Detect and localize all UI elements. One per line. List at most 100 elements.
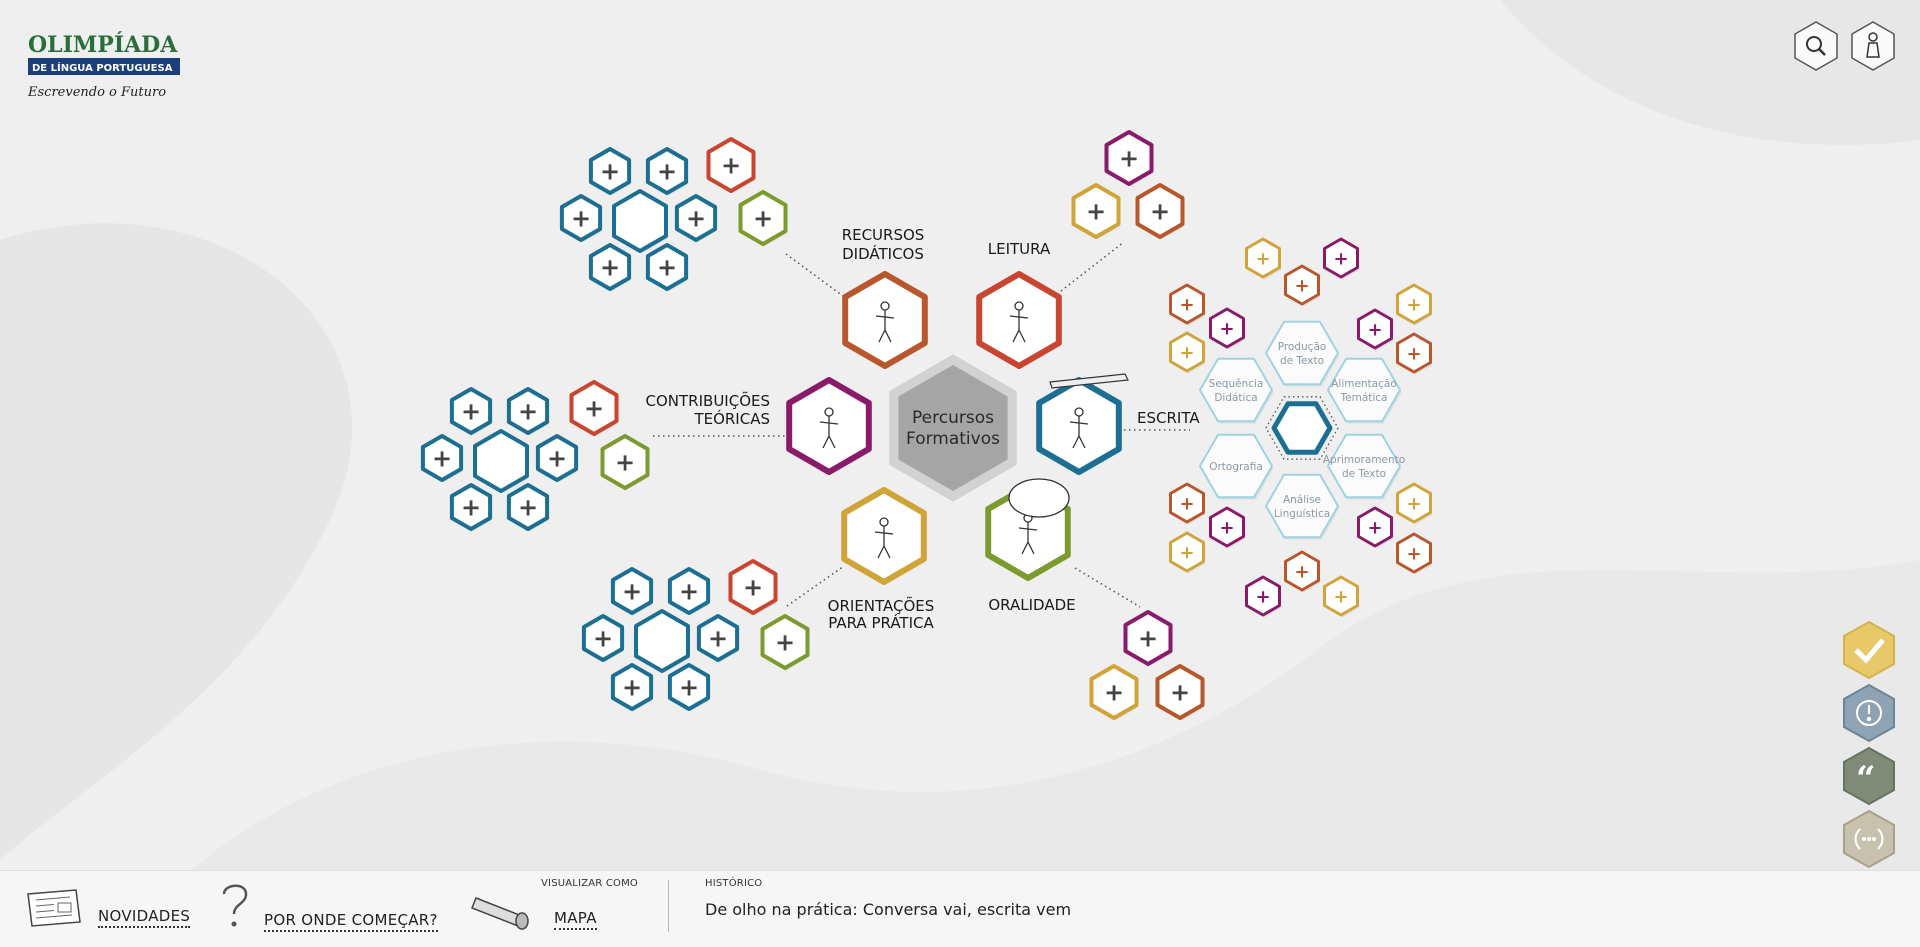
plus-icon: + — [657, 158, 677, 186]
orientacoes-cluster-item-6[interactable]: + — [667, 663, 711, 712]
bottom-divider — [668, 880, 669, 932]
escrita-label: ESCRITA — [1137, 409, 1200, 427]
escrita-outer-3[interactable]: + — [1323, 237, 1360, 280]
escrita-outer-12[interactable]: + — [1169, 531, 1206, 574]
escrita-sub-alimentacao[interactable]: Alimentação Temática — [1327, 357, 1402, 424]
contribuicoes-cluster-item-3[interactable]: + — [420, 434, 464, 483]
escrita-sub-analise-label-2: Linguística — [1274, 508, 1330, 520]
contribuicoes-cluster-center[interactable] — [473, 429, 529, 494]
logo[interactable]: OLIMPÍADA DE LÍNGUA PORTUGUESA Escrevend… — [26, 22, 191, 112]
escrita-sub-producao[interactable]: Produção de Texto — [1265, 320, 1340, 387]
category-orientacoes[interactable] — [841, 487, 927, 585]
recursos-extra-1[interactable]: + — [706, 137, 756, 194]
visualizar-mapa-button[interactable]: MAPA — [470, 888, 597, 930]
escrita-sub-aprimoramento[interactable]: Aprimoramento de Texto — [1323, 433, 1405, 500]
orientacoes-cluster-item-3[interactable]: + — [581, 614, 625, 663]
recursos-label: RECURSOS — [842, 226, 925, 244]
novidades-button[interactable]: NOVIDADES — [24, 886, 191, 928]
mapa-label: MAPA — [554, 909, 597, 930]
escrita-outer-18[interactable]: + — [1323, 575, 1360, 618]
leitura-label: LEITURA — [988, 240, 1051, 258]
oralidade-extra-2[interactable]: + — [1089, 664, 1139, 721]
plus-icon: + — [721, 152, 741, 180]
recursos-cluster-item-5[interactable]: + — [588, 243, 632, 292]
contribuicoes-cluster-item-4[interactable]: + — [535, 434, 579, 483]
escrita-outer-14[interactable]: + — [1396, 482, 1433, 525]
leitura-extra-2[interactable]: + — [1071, 183, 1121, 240]
historico-item[interactable]: De olho na prática: Conversa vai, escrit… — [705, 900, 1072, 919]
orientacoes-cluster-item-1[interactable]: + — [610, 567, 654, 616]
contribuicoes-cluster-item-5[interactable]: + — [449, 483, 493, 532]
plus-icon: + — [1179, 342, 1194, 363]
escrita-sub-ortografia[interactable]: Ortografia — [1199, 433, 1274, 500]
escrita-sub-analise[interactable]: Análise Linguística — [1265, 473, 1340, 540]
recursos-cluster-item-3[interactable]: + — [559, 194, 603, 243]
plus-icon: + — [461, 398, 481, 426]
escrita-outer-4[interactable]: + — [1169, 283, 1206, 326]
orientacoes-cluster-item-2[interactable]: + — [667, 567, 711, 616]
escrita-outer-15[interactable]: + — [1396, 532, 1433, 575]
user-button[interactable] — [1848, 20, 1898, 72]
escrita-outer-1[interactable]: + — [1245, 237, 1282, 280]
orientacoes-cluster-center[interactable] — [634, 609, 690, 674]
escrita-sub-sequencia[interactable]: Sequência Didática — [1199, 357, 1274, 424]
newspaper-icon — [27, 889, 81, 927]
escrita-outer-17[interactable]: + — [1284, 550, 1321, 593]
connector-line — [1060, 241, 1125, 292]
plus-icon: + — [1406, 294, 1421, 315]
category-contribuicoes[interactable] — [786, 377, 872, 475]
plus-icon: + — [1333, 586, 1348, 607]
escrita-outer-7[interactable]: + — [1357, 308, 1394, 351]
alert-button[interactable] — [1842, 683, 1896, 743]
escrita-outer-2[interactable]: + — [1284, 264, 1321, 307]
recursos-cluster-item-1[interactable]: + — [588, 147, 632, 196]
escrita-sub-producao-label-2: de Texto — [1280, 355, 1324, 367]
recursos-cluster-item-2[interactable]: + — [645, 147, 689, 196]
contribuicoes-extra-2[interactable]: + — [600, 434, 650, 491]
por-onde-comecar-button[interactable]: POR ONDE COMEÇAR? — [218, 880, 438, 932]
category-recursos[interactable] — [842, 271, 928, 369]
escrita-outer-8[interactable]: + — [1396, 283, 1433, 326]
escrita-outer-9[interactable]: + — [1396, 332, 1433, 375]
escrita-center-hex[interactable] — [1271, 401, 1333, 455]
speech-balloon-icon — [1008, 478, 1070, 518]
leitura-extra-1[interactable]: + — [1104, 130, 1154, 187]
recursos-label-2: DIDÁTICOS — [842, 244, 924, 263]
escrita-outer-5[interactable]: + — [1209, 307, 1246, 350]
plus-icon: + — [1086, 198, 1106, 226]
plus-icon: + — [461, 494, 481, 522]
orientacoes-cluster-item-4[interactable]: + — [696, 614, 740, 663]
plus-icon: + — [1294, 561, 1309, 582]
plus-icon: + — [1138, 625, 1158, 653]
check-button[interactable] — [1842, 620, 1896, 680]
contribuicoes-cluster-item-2[interactable]: + — [506, 387, 550, 436]
escrita-sub-producao-label: Produção — [1278, 341, 1327, 353]
contribuicoes-cluster-item-6[interactable]: + — [506, 483, 550, 532]
leitura-extra-3[interactable]: + — [1135, 183, 1185, 240]
recursos-cluster-item-4[interactable]: + — [674, 194, 718, 243]
escrita-outer-6[interactable]: + — [1169, 331, 1206, 374]
orientacoes-extra-1[interactable]: + — [728, 559, 778, 616]
escrita-outer-10[interactable]: + — [1169, 482, 1206, 525]
escrita-sub-alimentacao-label: Alimentação — [1331, 378, 1397, 390]
contribuicoes-cluster-item-1[interactable]: + — [449, 387, 493, 436]
category-leitura[interactable] — [976, 271, 1062, 369]
connector-line — [785, 253, 844, 297]
recursos-cluster-center[interactable] — [612, 189, 668, 254]
oralidade-extra-3[interactable]: + — [1155, 664, 1205, 721]
orientacoes-extra-2[interactable]: + — [760, 614, 810, 671]
quote-button[interactable]: “ — [1842, 746, 1896, 806]
escrita-outer-13[interactable]: + — [1357, 506, 1394, 549]
search-button[interactable] — [1791, 20, 1841, 72]
category-escrita[interactable] — [1036, 377, 1122, 475]
recursos-cluster-item-6[interactable]: + — [645, 243, 689, 292]
escrita-outer-16[interactable]: + — [1245, 575, 1282, 618]
oralidade-extra-1[interactable]: + — [1123, 610, 1173, 667]
contribuicoes-extra-1[interactable]: + — [569, 380, 619, 437]
escrita-outer-11[interactable]: + — [1209, 506, 1246, 549]
orientacoes-cluster-item-5[interactable]: + — [610, 663, 654, 712]
ellipsis-button[interactable] — [1842, 809, 1896, 869]
escrita-sub-ortografia-label: Ortografia — [1209, 461, 1263, 473]
recursos-extra-2[interactable]: + — [738, 190, 788, 247]
